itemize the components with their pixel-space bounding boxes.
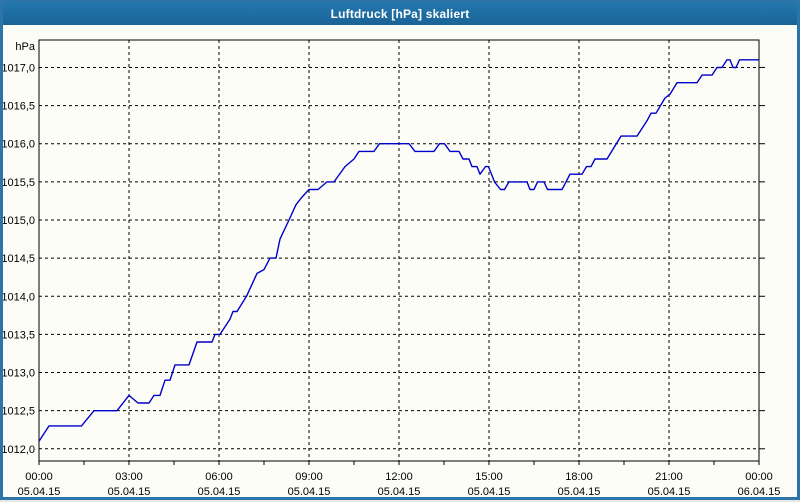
x-tick-label-date: 05.04.15 [108,486,151,497]
x-tick-label-time: 18:00 [565,471,593,483]
x-tick-label-time: 15:00 [475,471,503,483]
x-tick-label-date: 05.04.15 [468,486,511,497]
y-tick-label: 1017,0 [3,62,35,74]
x-tick-label-time: 09:00 [295,471,323,483]
window-title: Luftdruck [hPa] skaliert [330,7,470,21]
y-tick-label: 1012,5 [3,406,35,418]
y-axis-unit-label: hPa [15,41,35,53]
x-tick-label-date: 05.04.15 [18,486,61,497]
pressure-series-line [38,59,759,442]
x-tick-label-time: 00:00 [745,471,773,483]
x-tick-label-date: 05.04.15 [648,486,691,497]
y-tick-label: 1013,5 [3,329,35,341]
x-tick-label-time: 06:00 [205,471,233,483]
x-tick-label-time: 03:00 [115,471,143,483]
y-tick-label: 1014,5 [3,253,35,265]
x-tick-label-time: 12:00 [385,471,413,483]
y-tick-label: 1013,0 [3,368,35,380]
chart-area: 1017,0 1016,5 1016,0 1015,5 1015,0 1014,5 1014… [1,25,797,498]
x-tick-label-date: 05.04.15 [198,486,241,497]
y-tick-label: 1014,0 [3,291,35,303]
y-tick-label: 1015,5 [3,177,35,189]
x-tick-label-date: 05.04.15 [288,486,331,497]
plot-border [38,39,760,462]
x-tick-label-date: 05.04.15 [558,486,601,497]
y-tick-label: 1016,0 [3,139,35,151]
x-tick-label-time: 00:00 [25,471,53,483]
pressure-chart: 1017,0 1016,5 1016,0 1015,5 1015,0 1014,5 1014… [1,39,781,498]
y-tick-label: 1015,0 [3,215,35,227]
y-tick-label: 1012,0 [3,444,35,456]
x-tick-label-time: 21:00 [655,471,683,483]
y-tick-label: 1016,5 [3,101,35,113]
window-titlebar[interactable]: Luftdruck [hPa] skaliert [3,3,797,25]
x-tick-label-date: 05.04.15 [378,486,421,497]
x-tick-label-date: 06.04.15 [738,486,781,497]
